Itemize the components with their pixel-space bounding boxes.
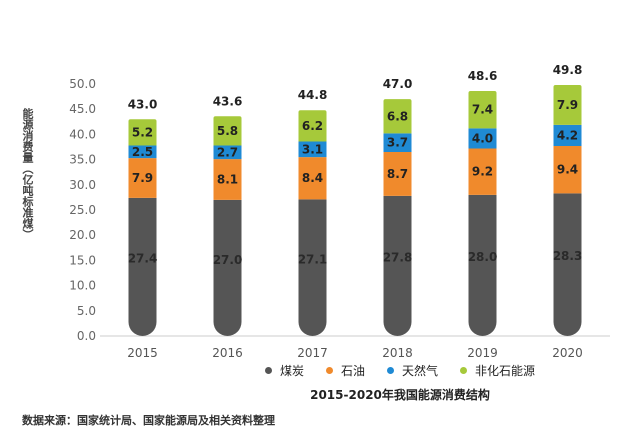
y-tick-label-9: 45.0: [69, 102, 96, 116]
data-label-2016-2: 2.7: [217, 145, 238, 159]
bar-segment-2017-2: [298, 141, 327, 158]
bar-segment-2016-2: [213, 145, 242, 160]
bar-segment-2020-2: [553, 124, 582, 146]
bar-segment-2017-1: [298, 157, 327, 200]
legend-item-nonfossil: 非化石能源: [460, 362, 535, 379]
bar-segment-2019-2: [468, 128, 497, 149]
data-label-2019-3: 7.4: [472, 103, 493, 117]
data-label-2019-0: 28.0: [468, 250, 498, 264]
data-label-2016-3: 5.8: [217, 124, 238, 138]
y-tick-label-6: 30.0: [69, 178, 96, 192]
data-source-note: 数据来源：国家统计局、国家能源局及相关资料整理: [22, 414, 275, 427]
data-label-2020-0: 28.3: [553, 249, 583, 263]
bar-segment-2019-3: [468, 91, 497, 129]
bar-segment-2018-3: [383, 99, 412, 134]
data-label-2015-3: 5.2: [132, 125, 153, 139]
legend-dot-nonfossil: [460, 367, 468, 374]
total-label-2016: 43.6: [213, 94, 243, 108]
bar-segment-2018-2: [383, 133, 412, 153]
x-tick-label-2016: 2016: [212, 346, 243, 360]
total-label-2017: 44.8: [298, 88, 328, 102]
data-label-2019-2: 4.0: [472, 131, 493, 145]
legend-label-nonfossil: 非化石能源: [475, 364, 536, 378]
legend-dot-oil: [325, 367, 333, 374]
y-tick-label-5: 25.0: [69, 203, 96, 217]
bar-segment-2017-0: [298, 199, 327, 337]
data-label-2015-2: 2.5: [132, 145, 153, 159]
bar-segment-2015-3: [128, 119, 157, 146]
legend-item-coal: 煤炭: [264, 362, 304, 379]
y-tick-label-7: 35.0: [69, 153, 96, 167]
bar-segment-2016-1: [213, 159, 242, 200]
total-label-2018: 47.0: [383, 77, 413, 91]
x-tick-label-2019: 2019: [467, 346, 498, 360]
x-tick-label-2020: 2020: [552, 346, 583, 360]
y-tick-label-4: 20.0: [69, 228, 96, 242]
legend-dot-coal: [264, 367, 272, 374]
y-tick-label-8: 40.0: [69, 127, 96, 141]
data-label-2017-1: 8.4: [302, 171, 323, 185]
bar-segment-2018-1: [383, 152, 412, 196]
legend-label-coal: 煤炭: [279, 364, 304, 378]
data-label-2020-1: 9.4: [557, 163, 578, 177]
bar-segment-2015-1: [128, 158, 157, 198]
bar-segment-2017-3: [298, 110, 327, 142]
bar-segment-2019-1: [468, 148, 497, 195]
bar-segment-2020-1: [553, 145, 582, 194]
data-label-2017-3: 6.2: [302, 119, 323, 133]
data-label-2017-0: 27.1: [298, 253, 328, 267]
y-tick-label-1: 5.0: [77, 304, 96, 318]
total-label-2020: 49.8: [553, 63, 583, 77]
bar-segment-2019-0: [468, 194, 497, 337]
data-label-2016-0: 27.0: [213, 253, 243, 267]
total-label-2015: 43.0: [128, 97, 158, 111]
data-label-2017-2: 3.1: [302, 142, 323, 156]
data-label-2016-1: 8.1: [217, 173, 238, 187]
bar-segment-2015-0: [128, 197, 157, 337]
y-tick-label-2: 10.0: [69, 279, 96, 293]
x-tick-label-2017: 2017: [297, 346, 328, 360]
bar-segment-2015-2: [128, 145, 157, 159]
bar-segment-2016-3: [213, 116, 242, 146]
y-tick-label-0: 0.0: [77, 329, 96, 343]
data-label-2018-1: 8.7: [387, 167, 408, 181]
chart-title: 2015-2020年我国能源消费结构: [310, 388, 490, 402]
data-label-2018-2: 3.7: [387, 136, 408, 150]
x-tick-label-2018: 2018: [382, 346, 413, 360]
data-label-2020-2: 4.2: [557, 128, 578, 142]
x-tick-label-2015: 2015: [127, 346, 158, 360]
y-tick-label-3: 15.0: [69, 253, 96, 267]
y-axis-label: 能源消费量（亿吨标准煤）: [21, 108, 34, 240]
legend-label-gas: 天然气: [402, 364, 439, 378]
legend-dot-gas: [387, 367, 394, 374]
data-label-2018-0: 27.8: [383, 251, 413, 265]
y-tick-label-10: 50.0: [69, 77, 96, 91]
data-label-2018-3: 6.8: [387, 109, 408, 123]
data-label-2015-0: 27.4: [128, 252, 158, 266]
bar-segment-2020-3: [553, 85, 582, 125]
bar-segment-2020-0: [553, 193, 582, 337]
legend: 煤炭 石油 天然气 非化石能源: [0, 362, 640, 379]
bar-segment-2016-0: [213, 199, 242, 336]
bar-segment-2018-0: [383, 195, 412, 337]
data-label-2020-3: 7.9: [557, 98, 578, 112]
data-label-2015-1: 7.9: [132, 171, 153, 185]
total-label-2019: 48.6: [468, 69, 498, 83]
legend-label-oil: 石油: [340, 364, 365, 378]
legend-item-gas: 天然气: [387, 362, 438, 379]
data-label-2019-1: 9.2: [472, 165, 493, 179]
legend-item-oil: 石油: [325, 362, 365, 379]
